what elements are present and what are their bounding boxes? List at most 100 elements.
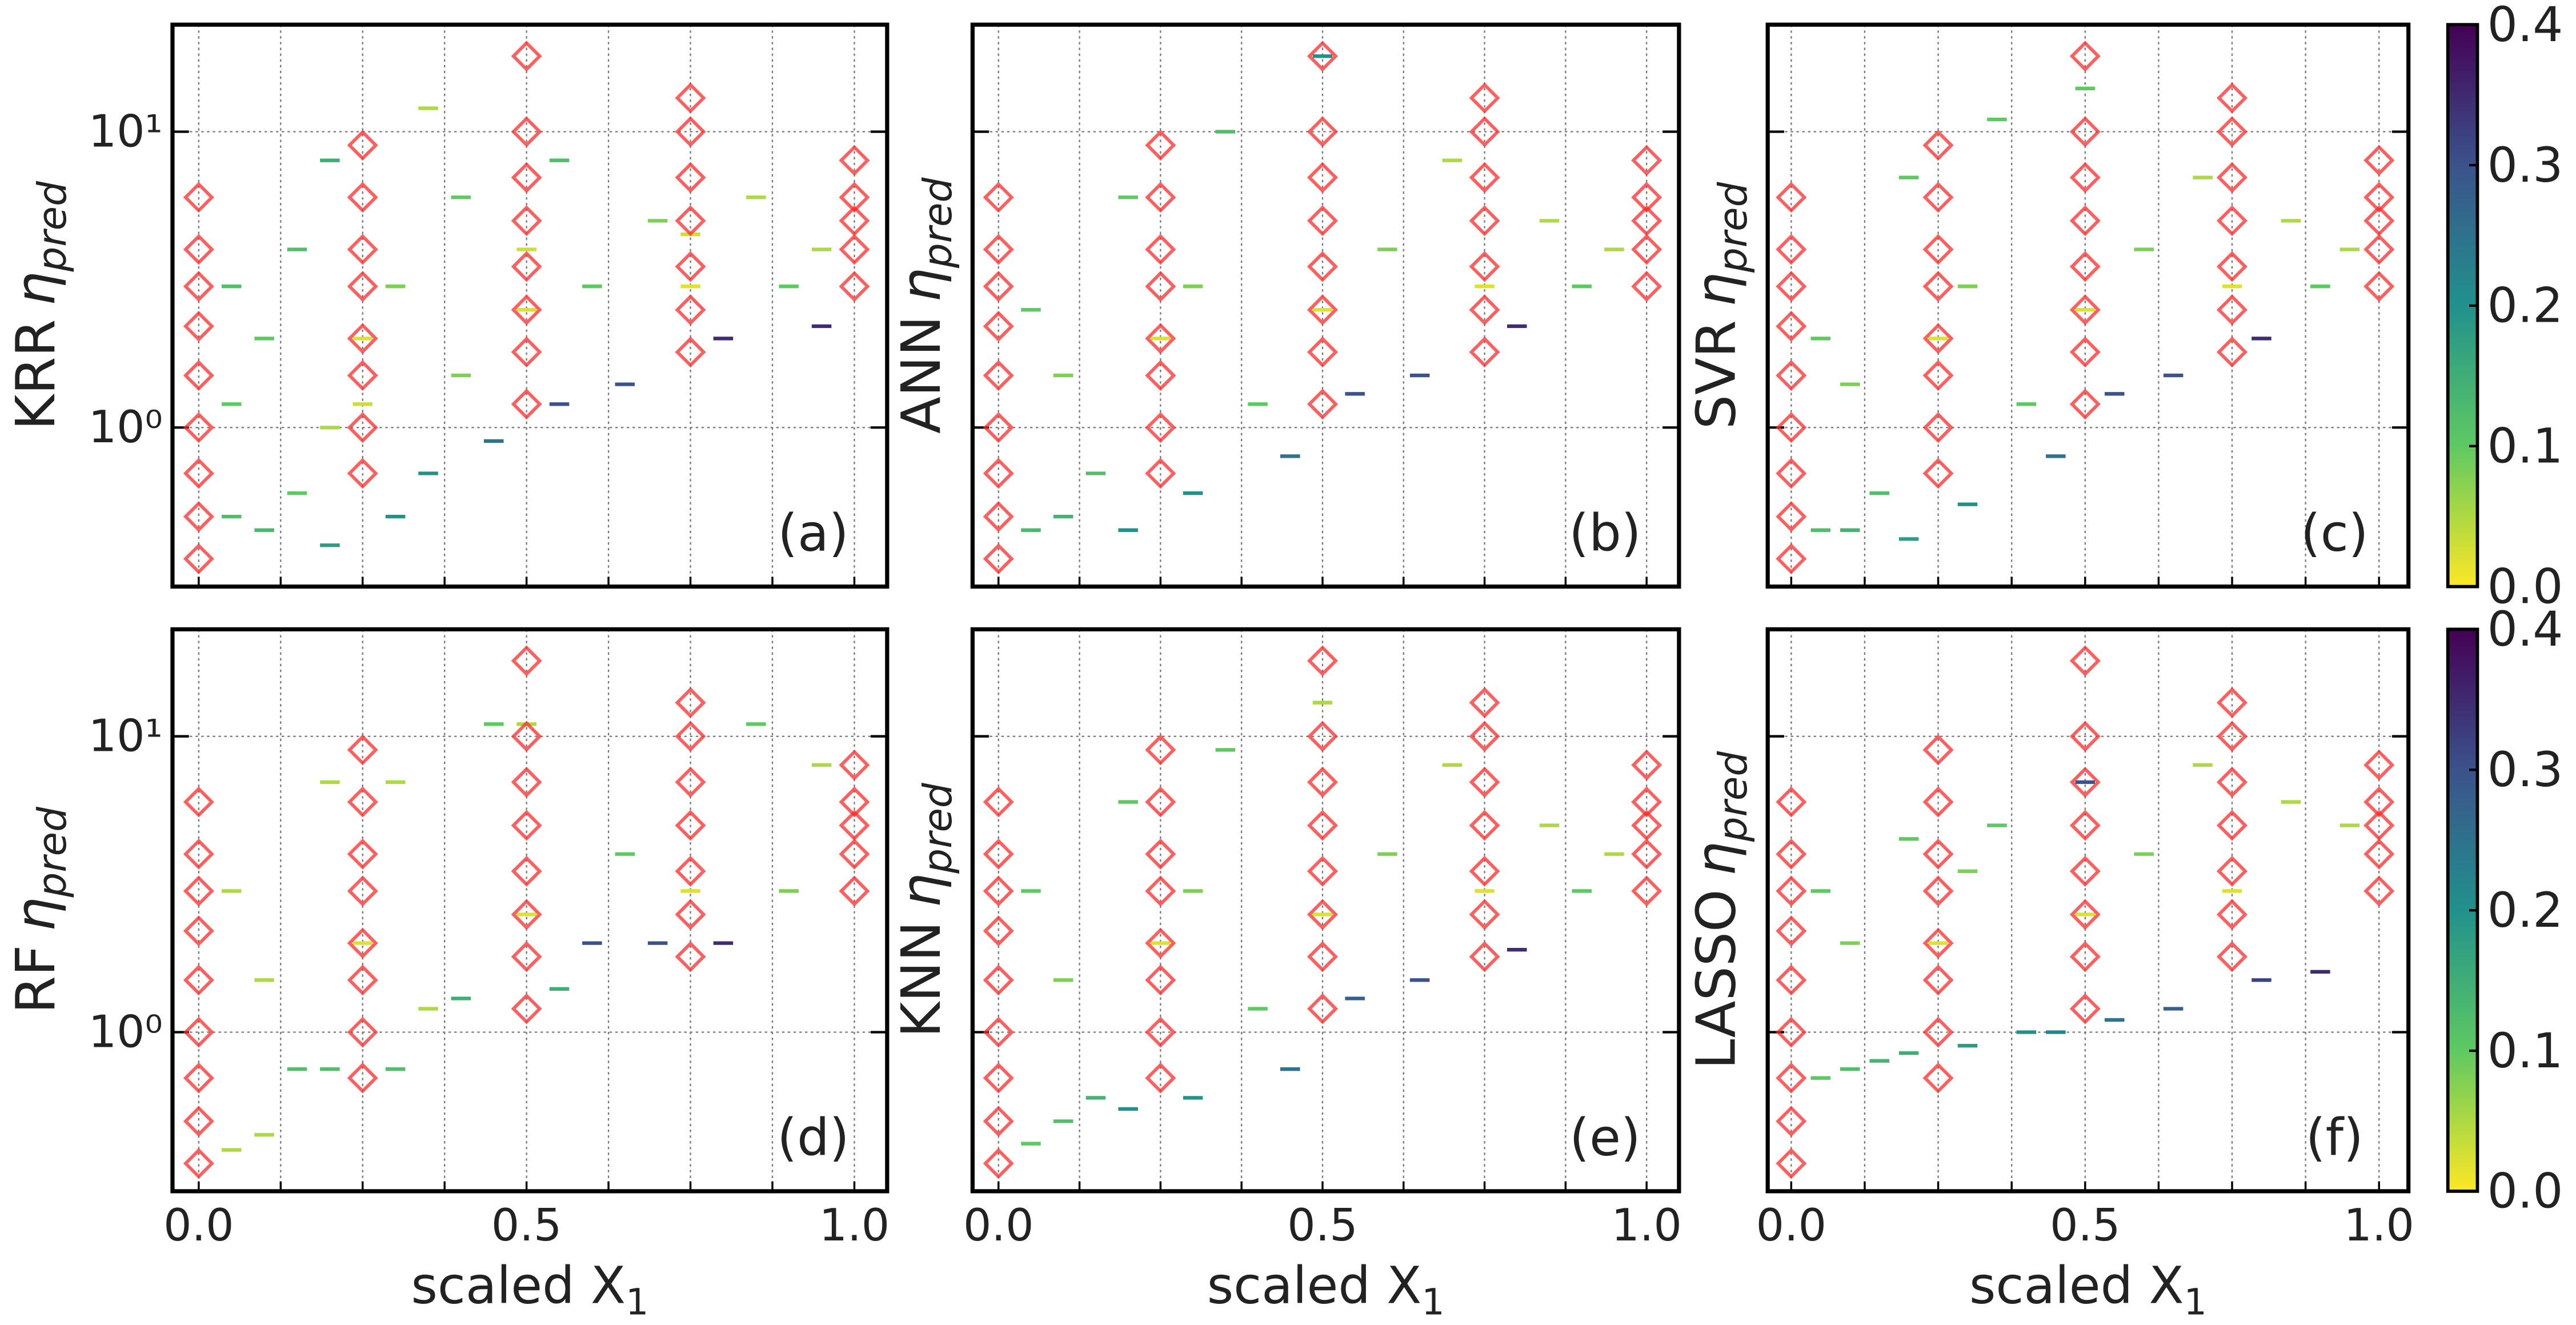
diamond-point xyxy=(983,1062,1014,1094)
x-label-sub: 1 xyxy=(1421,1281,1444,1323)
diamond-point xyxy=(511,855,542,887)
diamond-point xyxy=(675,251,706,282)
diamond-point xyxy=(1922,182,1954,213)
diamond-point xyxy=(511,899,542,930)
y-tick-label: 10⁰ xyxy=(89,1006,163,1058)
diamond-point xyxy=(1776,360,1807,391)
diamond-point xyxy=(2216,899,2248,930)
diamond-point xyxy=(1776,501,1807,533)
diamond-point xyxy=(2216,687,2248,718)
diamond-point xyxy=(675,810,706,841)
diamond-point xyxy=(2069,645,2101,676)
y-label-sub: pred xyxy=(30,181,75,273)
plot-frame xyxy=(1765,22,2411,589)
diamond-point xyxy=(183,786,214,818)
diamond-point xyxy=(1145,927,1176,959)
diamond-point xyxy=(1145,271,1176,302)
colorbar-tick-label: 0.2 xyxy=(2487,278,2563,334)
diamond-point xyxy=(2363,786,2395,818)
diamond-point xyxy=(675,205,706,237)
diamond-point xyxy=(2216,82,2248,114)
diamond-point xyxy=(347,734,378,766)
diamond-point xyxy=(1307,810,1339,841)
diamond-point xyxy=(839,838,870,870)
diamond-point xyxy=(839,234,870,265)
diamond-point xyxy=(347,182,378,213)
diamond-point xyxy=(1776,543,1807,575)
diamond-point xyxy=(2069,205,2101,237)
diamond-point xyxy=(1922,271,1954,302)
diamond-point xyxy=(183,1062,214,1094)
y-label-sub: pred xyxy=(1710,181,1756,273)
x-axis-label: scaled X1 xyxy=(411,1256,648,1323)
y-tick-label: 10⁰ xyxy=(89,402,163,453)
diamond-point xyxy=(183,360,214,391)
diamond-point xyxy=(1776,234,1807,265)
y-label-sub: pred xyxy=(1710,751,1756,843)
diamond-point xyxy=(1145,838,1176,870)
panel-label: (c) xyxy=(2301,503,2369,563)
diamond-point xyxy=(1469,205,1500,237)
diamond-point xyxy=(1145,964,1176,996)
diamond-point xyxy=(1145,786,1176,818)
y-axis-label: RF ηpred xyxy=(5,806,75,1014)
diamond-point xyxy=(839,786,870,818)
y-label-symbol: η xyxy=(5,272,67,306)
diamond-point xyxy=(1307,162,1339,193)
diamond-point xyxy=(1776,1148,1807,1179)
diamond-point xyxy=(839,749,870,780)
diamond-point xyxy=(2069,766,2101,798)
diamond-point xyxy=(511,294,542,326)
x-tick-label: 0.0 xyxy=(1756,1200,1826,1251)
diamond-point xyxy=(183,1016,214,1048)
diamond-point xyxy=(183,1148,214,1179)
x-axis-label: scaled X1 xyxy=(1207,1256,1445,1323)
diamond-point xyxy=(983,875,1014,907)
diamond-point xyxy=(839,875,870,907)
diamond-point xyxy=(1469,294,1500,326)
diamond-point xyxy=(839,205,870,237)
diamond-point xyxy=(2069,810,2101,841)
diamond-point xyxy=(1776,271,1807,302)
diamond-point xyxy=(2216,162,2248,193)
diamond-point xyxy=(983,458,1014,489)
diamond-point xyxy=(347,786,378,818)
diamond-point xyxy=(1922,234,1954,265)
diamond-point xyxy=(1776,1016,1807,1048)
diamond-point xyxy=(675,941,706,972)
diamond-point xyxy=(511,993,542,1024)
diamond-point xyxy=(183,964,214,996)
diamond-point xyxy=(347,412,378,443)
diamond-point xyxy=(2363,205,2395,237)
diamond-point xyxy=(1922,1016,1954,1048)
diamond-point xyxy=(183,234,214,265)
x-tick-label: 1.0 xyxy=(819,1200,890,1251)
diamond-point xyxy=(1145,734,1176,766)
diamond-point xyxy=(2069,855,2101,887)
diamond-point xyxy=(1307,41,1339,72)
diamond-point xyxy=(839,271,870,302)
diamond-point xyxy=(511,251,542,282)
colorbar-tick-label: 0.2 xyxy=(2487,883,2563,938)
diamond-point xyxy=(1307,720,1339,752)
x-tick-label: 0.5 xyxy=(2050,1200,2120,1251)
diamond-point xyxy=(1469,899,1500,930)
x-label-text: scaled X xyxy=(1207,1256,1422,1315)
diamond-point xyxy=(675,337,706,368)
diamond-point xyxy=(1631,205,1662,237)
diamond-point xyxy=(2069,337,2101,368)
diamond-point xyxy=(839,810,870,841)
diamond-point xyxy=(347,271,378,302)
diamond-point xyxy=(1145,412,1176,443)
diamond-point xyxy=(1145,1062,1176,1094)
diamond-point xyxy=(1922,875,1954,907)
y-axis-label: KRR ηpred xyxy=(5,181,75,430)
y-tick-label: 10¹ xyxy=(89,711,163,762)
diamond-point xyxy=(1307,294,1339,326)
y-label-text: LASSO xyxy=(1685,889,1748,1069)
panel: (e) KNN ηpred 0.0 0.5 1.0 scaled X1 xyxy=(890,627,1682,1323)
diamond-point xyxy=(983,964,1014,996)
diamond-point xyxy=(1469,251,1500,282)
diamond-point xyxy=(1469,687,1500,718)
